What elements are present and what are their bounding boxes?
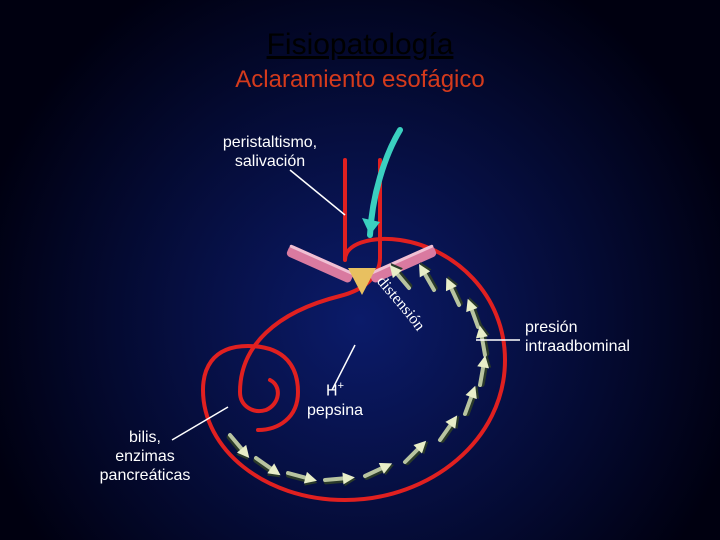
- subtitle: Aclaramiento esofágico: [0, 66, 720, 94]
- label-bilis: bilis, enzimas pancreáticas: [65, 428, 225, 486]
- title: Fisiopatología: [0, 28, 720, 62]
- distension-label: distensión: [373, 273, 440, 375]
- stomach-outline: [203, 160, 505, 500]
- pressure-arrows: [224, 259, 493, 489]
- label-hpepsina: H+ pepsina: [290, 380, 380, 420]
- svg-text:distensión: distensión: [373, 273, 428, 334]
- label-peristaltismo: peristaltismo, salivación: [170, 133, 370, 171]
- label-presion: presión intraadbominal: [525, 318, 630, 356]
